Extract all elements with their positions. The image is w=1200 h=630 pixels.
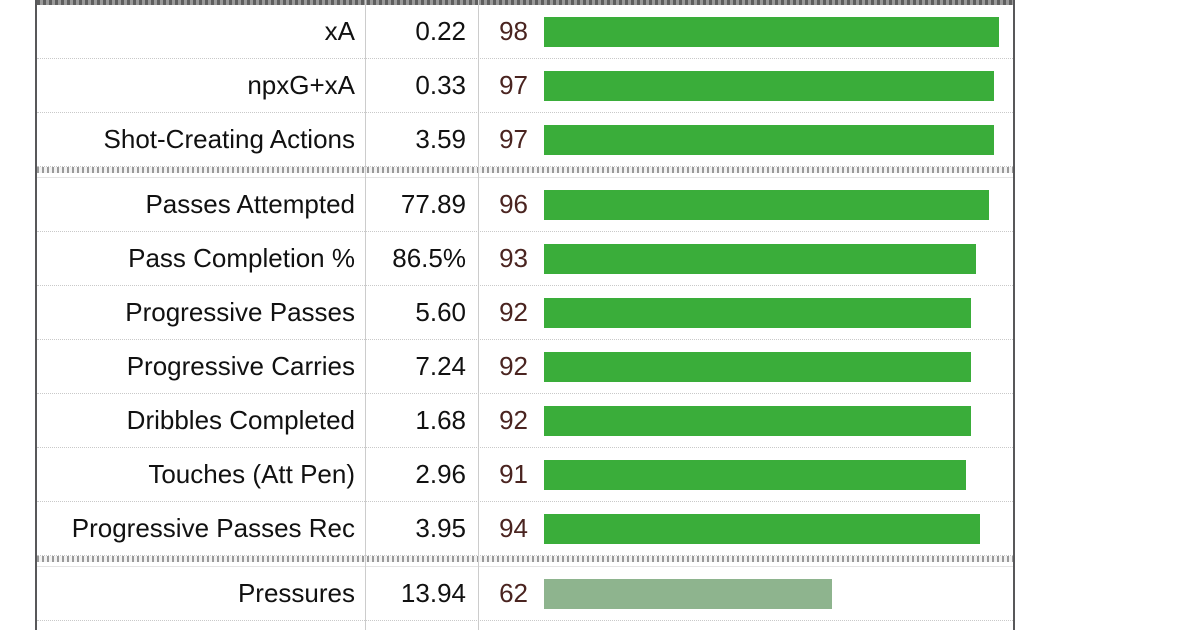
percentile-bar	[544, 297, 971, 328]
percentile-cell: 98	[478, 16, 1013, 47]
percentile-cell: 96	[478, 189, 1013, 220]
percentile-bar	[544, 578, 832, 609]
percentile-value: 91	[499, 459, 528, 489]
per90-cell: 1.68	[415, 405, 466, 435]
percentile-cell: 93	[478, 243, 1013, 274]
percentile-value: 97	[499, 124, 528, 154]
stat-name-cell: Progressive Passes	[125, 297, 355, 327]
table-row: xA 0.22 98	[37, 5, 1013, 59]
table-row: Progressive Passes Rec 3.95 94	[37, 502, 1013, 556]
table-row: Dribbles Completed 1.68 92	[37, 394, 1013, 448]
percentile-cell: 91	[478, 459, 1013, 490]
percentile-value: 96	[499, 189, 528, 219]
stat-name-cell: npxG+xA	[247, 70, 355, 100]
stat-name-cell: Dribbles Completed	[126, 405, 355, 435]
stat-name-cell: Progressive Carries	[126, 351, 355, 381]
per90-cell: 77.89	[400, 189, 466, 219]
stat-name-cell: xA	[324, 16, 355, 46]
percentile-cell: 92	[478, 351, 1013, 382]
per90-cell: 0.22	[415, 16, 466, 46]
group-separator	[37, 167, 1013, 178]
percentile-cell: 92	[478, 297, 1013, 328]
column-divider-stat-value	[365, 0, 366, 630]
percentile-cell: 97	[478, 70, 1013, 101]
percentile-value: 97	[499, 70, 528, 100]
percentile-value: 93	[499, 243, 528, 273]
table-row: Passes Attempted 77.89 96	[37, 178, 1013, 232]
stat-name-cell: Pass Completion %	[128, 243, 355, 273]
percentile-value: 92	[499, 351, 528, 381]
per90-cell: 7.24	[415, 351, 466, 381]
group-separator	[37, 556, 1013, 567]
table-row: Pass Completion % 86.5% 93	[37, 232, 1013, 286]
table-row: npxG+xA 0.33 97	[37, 59, 1013, 113]
per90-cell: 3.59	[415, 124, 466, 154]
stat-name-cell: Progressive Passes Rec	[71, 513, 355, 543]
percentile-bar	[544, 124, 994, 155]
table-row: Shot-Creating Actions 3.59 97	[37, 113, 1013, 167]
per90-cell: 86.5%	[392, 243, 466, 273]
percentile-value: 98	[499, 16, 528, 46]
group-separator-top	[37, 0, 1013, 5]
percentile-cell: 62	[478, 578, 1013, 609]
table-row: Progressive Carries 7.24 92	[37, 340, 1013, 394]
percentile-value: 62	[499, 578, 528, 608]
percentile-cell: 92	[478, 405, 1013, 436]
percentile-bar	[544, 459, 966, 490]
percentile-bar	[544, 70, 994, 101]
per90-cell: 13.94	[400, 578, 466, 608]
percentile-bar	[544, 189, 989, 220]
percentile-bar	[544, 351, 971, 382]
percentile-bar	[544, 405, 971, 436]
table-row: Progressive Passes 5.60 92	[37, 286, 1013, 340]
stat-name-cell: Shot-Creating Actions	[103, 124, 355, 154]
percentile-cell: 94	[478, 513, 1013, 544]
column-divider-value-percentile	[478, 0, 479, 630]
stat-name-cell: Pressures	[237, 578, 355, 608]
per90-cell: 0.33	[415, 70, 466, 100]
per90-cell: 5.60	[415, 297, 466, 327]
percentile-value: 94	[499, 513, 528, 543]
per90-cell: 3.95	[415, 513, 466, 543]
percentile-value: 92	[499, 405, 528, 435]
percentile-bar	[544, 243, 976, 274]
per90-cell: 2.96	[415, 459, 466, 489]
stat-name-cell: Touches (Att Pen)	[148, 459, 355, 489]
stat-name-cell: Passes Attempted	[145, 189, 355, 219]
table-row: Touches (Att Pen) 2.96 91	[37, 448, 1013, 502]
table-row: Pressures 13.94 62	[37, 567, 1013, 621]
stat-table: xA 0.22 98 npxG+xA 0.33 97 Shot-Creating…	[35, 0, 1015, 630]
percentile-bar	[544, 513, 980, 544]
percentile-bar	[544, 16, 999, 47]
percentile-cell: 97	[478, 124, 1013, 155]
percentile-value: 92	[499, 297, 528, 327]
